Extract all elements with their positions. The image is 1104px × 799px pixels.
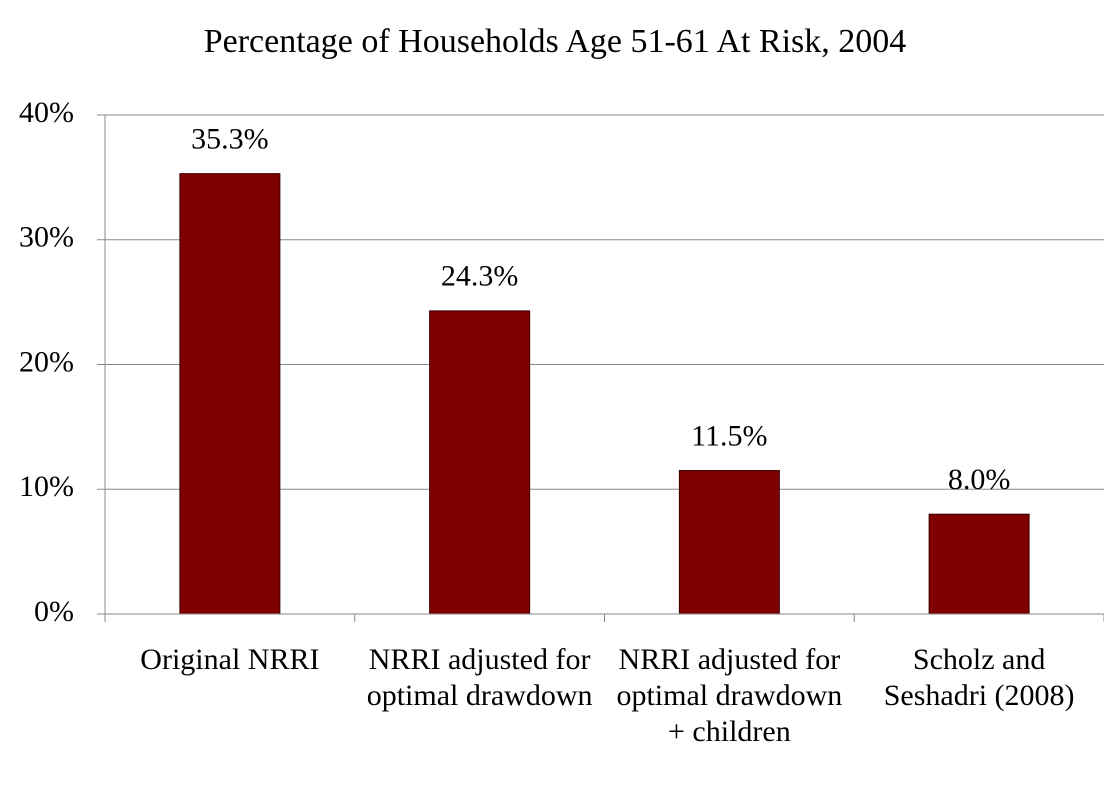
- bar: [179, 173, 281, 615]
- y-tick-label: 10%: [19, 470, 74, 503]
- chart-title: Percentage of Households Age 51-61 At Ri…: [204, 23, 907, 60]
- bar: [928, 513, 1030, 615]
- data-label: 11.5%: [691, 419, 767, 452]
- x-tick-label: NRRI adjusted for optimal drawdown: [366, 643, 593, 712]
- data-label: 24.3%: [441, 260, 519, 293]
- y-tick-label: 40%: [19, 96, 74, 129]
- x-tick-label: Scholz and Seshadri (2008): [883, 643, 1075, 712]
- data-label: 35.3%: [191, 123, 269, 156]
- y-tick-label: 30%: [19, 221, 74, 254]
- x-tick-label: Original NRRI: [140, 643, 320, 676]
- y-tick-label: 20%: [19, 345, 74, 378]
- x-tick-label: NRRI adjusted for optimal drawdown + chi…: [616, 643, 843, 748]
- y-tick-label: 0%: [34, 595, 74, 628]
- bar: [429, 310, 531, 615]
- data-label: 8.0%: [948, 463, 1011, 496]
- bar: [678, 470, 780, 615]
